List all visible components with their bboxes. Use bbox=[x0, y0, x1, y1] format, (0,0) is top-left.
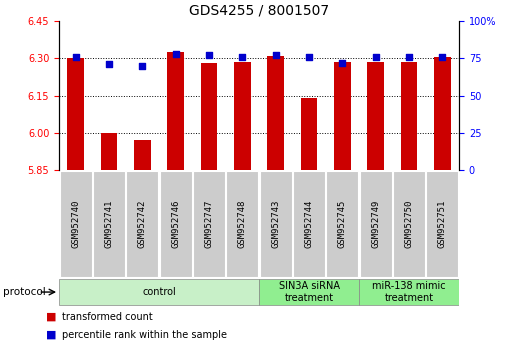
Bar bbox=[426, 171, 459, 277]
Bar bbox=[259, 279, 359, 306]
Text: SIN3A siRNA
treatment: SIN3A siRNA treatment bbox=[279, 281, 340, 303]
Text: protocol: protocol bbox=[3, 287, 45, 297]
Bar bbox=[201, 63, 218, 170]
Text: ■: ■ bbox=[46, 330, 56, 339]
Point bbox=[238, 54, 246, 60]
Text: GSM952740: GSM952740 bbox=[71, 200, 80, 248]
Text: transformed count: transformed count bbox=[62, 312, 152, 322]
Text: GSM952751: GSM952751 bbox=[438, 200, 447, 248]
Point bbox=[305, 54, 313, 60]
Bar bbox=[234, 62, 251, 170]
Bar bbox=[126, 171, 159, 277]
Point bbox=[371, 54, 380, 60]
Bar bbox=[301, 98, 318, 170]
Text: GSM952747: GSM952747 bbox=[205, 200, 213, 248]
Bar bbox=[93, 171, 125, 277]
Bar bbox=[101, 133, 117, 170]
Point bbox=[138, 63, 146, 69]
Bar bbox=[193, 171, 225, 277]
Text: GSM952744: GSM952744 bbox=[305, 200, 313, 248]
Text: GSM952743: GSM952743 bbox=[271, 200, 280, 248]
Text: GDS4255 / 8001507: GDS4255 / 8001507 bbox=[189, 4, 329, 18]
Bar bbox=[260, 171, 292, 277]
Bar bbox=[334, 62, 351, 170]
Bar bbox=[226, 171, 259, 277]
Point bbox=[271, 53, 280, 58]
Text: GSM952749: GSM952749 bbox=[371, 200, 380, 248]
Text: GSM952742: GSM952742 bbox=[138, 200, 147, 248]
Bar bbox=[393, 171, 425, 277]
Bar bbox=[134, 140, 151, 170]
Bar bbox=[59, 279, 259, 306]
Text: control: control bbox=[142, 287, 176, 297]
Bar bbox=[160, 171, 192, 277]
Point bbox=[338, 60, 346, 66]
Bar bbox=[367, 62, 384, 170]
Point bbox=[438, 54, 446, 60]
Bar bbox=[359, 279, 459, 306]
Text: GSM952750: GSM952750 bbox=[405, 200, 413, 248]
Text: GSM952745: GSM952745 bbox=[338, 200, 347, 248]
Point bbox=[405, 54, 413, 60]
Bar bbox=[293, 171, 325, 277]
Text: ■: ■ bbox=[46, 312, 56, 322]
Bar bbox=[360, 171, 392, 277]
Bar bbox=[326, 171, 359, 277]
Point bbox=[205, 53, 213, 58]
Point bbox=[71, 54, 80, 60]
Text: percentile rank within the sample: percentile rank within the sample bbox=[62, 330, 227, 339]
Bar bbox=[401, 62, 418, 170]
Bar bbox=[67, 58, 84, 170]
Text: GSM952746: GSM952746 bbox=[171, 200, 180, 248]
Bar bbox=[60, 171, 92, 277]
Bar bbox=[267, 56, 284, 170]
Bar bbox=[167, 52, 184, 170]
Point bbox=[105, 62, 113, 67]
Text: miR-138 mimic
treatment: miR-138 mimic treatment bbox=[372, 281, 446, 303]
Text: GSM952748: GSM952748 bbox=[238, 200, 247, 248]
Point bbox=[171, 51, 180, 57]
Bar bbox=[434, 57, 451, 170]
Text: GSM952741: GSM952741 bbox=[105, 200, 113, 248]
